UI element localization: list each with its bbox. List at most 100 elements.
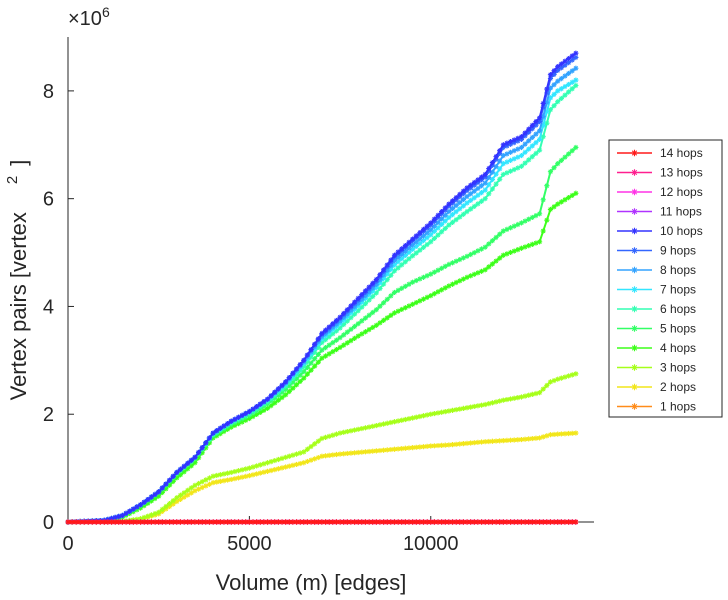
- data-point: [446, 209, 452, 215]
- data-point: [181, 494, 187, 500]
- data-point: [533, 131, 539, 137]
- data-point: [428, 411, 434, 417]
- data-point: [391, 289, 398, 296]
- data-point: [573, 77, 579, 83]
- data-point: [410, 242, 416, 248]
- data-point: [504, 226, 510, 232]
- data-point: [486, 174, 492, 181]
- data-point: [439, 209, 445, 215]
- data-point: [206, 435, 213, 441]
- data-point: [544, 109, 550, 115]
- data-point: [159, 489, 165, 496]
- data-point: [457, 199, 463, 206]
- data-point: [119, 519, 126, 525]
- data-point: [457, 278, 463, 284]
- data-point: [366, 284, 372, 290]
- data-point: [504, 159, 510, 165]
- data-point: [482, 439, 488, 445]
- data-point: [547, 519, 554, 525]
- data-point: [225, 470, 231, 476]
- data-point: [486, 165, 492, 172]
- data-point: [257, 409, 263, 415]
- data-point: [312, 363, 318, 369]
- data-point: [297, 372, 303, 378]
- data-point: [185, 487, 191, 493]
- data-point: [391, 252, 398, 258]
- data-point: [471, 519, 477, 525]
- data-point: [344, 313, 350, 320]
- data-point: [203, 519, 209, 525]
- data-point: [362, 288, 369, 294]
- data-point: [192, 482, 198, 488]
- data-point: [384, 519, 390, 525]
- data-point: [453, 202, 459, 209]
- data-point: [544, 382, 550, 389]
- data-point: [413, 444, 419, 450]
- data-point: [468, 440, 474, 446]
- data-point: [257, 519, 263, 525]
- legend-item: 9 hops: [617, 244, 696, 258]
- data-point: [478, 402, 485, 408]
- data-point: [522, 130, 528, 136]
- data-point: [206, 519, 213, 525]
- data-point: [536, 211, 543, 217]
- legend-items: 14 hops 13 hops 12 hops 11 hops 10 hops 9 hop…: [617, 146, 703, 414]
- data-point: [515, 519, 521, 525]
- data-point: [344, 340, 350, 346]
- data-point: [500, 144, 506, 151]
- data-point: [351, 311, 358, 317]
- y-tick-label: 0: [43, 512, 54, 534]
- data-point: [486, 519, 492, 525]
- data-point: [547, 169, 554, 175]
- data-point: [551, 68, 557, 74]
- data-point: [464, 200, 470, 206]
- data-point: [475, 403, 481, 409]
- data-point: [518, 144, 525, 151]
- data-point: [134, 519, 140, 525]
- data-point: [293, 366, 300, 372]
- data-point: [540, 519, 546, 525]
- data-point: [359, 449, 365, 455]
- data-point: [544, 120, 550, 126]
- data-point: [555, 88, 561, 94]
- data-point: [457, 214, 463, 220]
- data-point: [261, 469, 267, 475]
- data-point: [239, 467, 245, 473]
- data-point: [446, 283, 452, 289]
- data-point: [341, 451, 347, 457]
- data-point: [210, 480, 216, 486]
- data-point: [370, 324, 376, 331]
- data-point: [428, 293, 434, 299]
- data-point: [312, 441, 318, 447]
- data-point: [239, 412, 245, 419]
- data-point: [551, 82, 557, 88]
- data-point: [261, 399, 267, 405]
- data-point: [348, 303, 354, 309]
- data-point: [431, 519, 437, 525]
- data-point: [417, 413, 423, 420]
- data-point: [315, 438, 321, 444]
- data-point: [301, 369, 307, 375]
- data-point: [453, 217, 459, 223]
- data-point: [417, 298, 423, 304]
- plot-area: [67, 37, 594, 523]
- data-point: [569, 148, 575, 154]
- legend-marker: [631, 286, 638, 293]
- data-point: [275, 519, 281, 525]
- data-point: [395, 519, 401, 525]
- data-point: [359, 304, 365, 310]
- data-point: [344, 450, 350, 457]
- data-point: [199, 484, 205, 491]
- data-point: [381, 447, 387, 453]
- data-point: [293, 519, 300, 525]
- data-point: [388, 446, 394, 453]
- data-point: [475, 248, 481, 254]
- data-point: [468, 404, 474, 410]
- data-point: [319, 330, 325, 336]
- data-point: [395, 259, 401, 265]
- data-point: [471, 195, 477, 201]
- data-point: [181, 463, 187, 469]
- data-point: [522, 218, 528, 224]
- data-point: [420, 296, 427, 302]
- legend-item: 10 hops: [617, 224, 703, 238]
